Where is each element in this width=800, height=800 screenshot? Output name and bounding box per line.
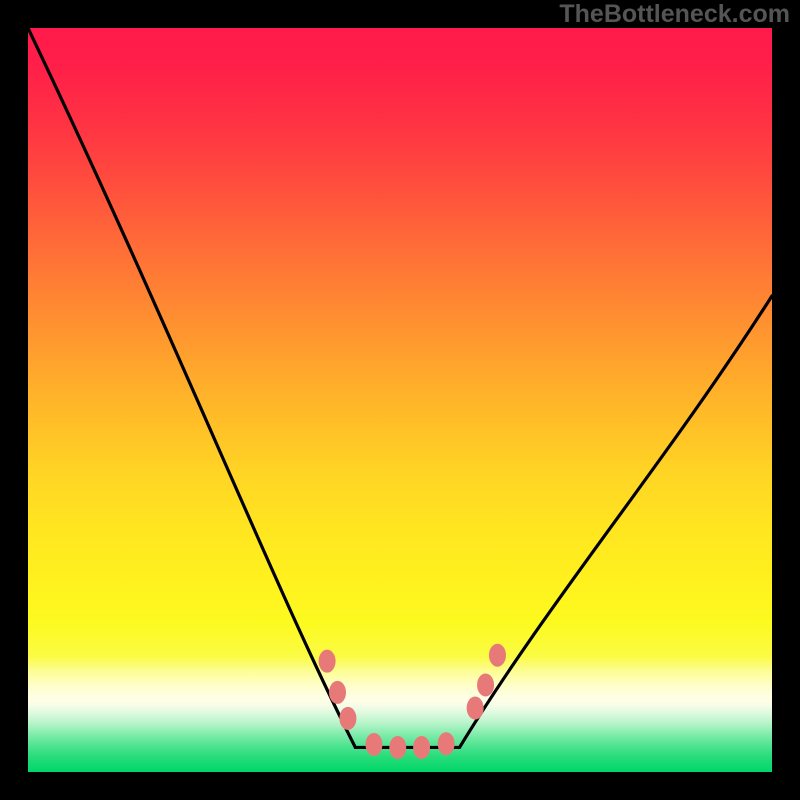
bottleneck-chart (28, 28, 772, 772)
curve-marker (414, 736, 430, 758)
gradient-background (28, 28, 772, 772)
chart-frame: TheBottleneck.com (0, 0, 800, 800)
curve-marker (366, 733, 382, 755)
watermark-text: TheBottleneck.com (559, 0, 790, 29)
curve-marker (489, 644, 505, 666)
curve-marker (390, 736, 406, 758)
curve-marker (478, 674, 494, 696)
curve-marker (319, 650, 335, 672)
curve-marker (330, 681, 346, 703)
plot-area (28, 28, 772, 772)
curve-marker (340, 707, 356, 729)
curve-marker (467, 697, 483, 719)
curve-marker (438, 733, 454, 755)
